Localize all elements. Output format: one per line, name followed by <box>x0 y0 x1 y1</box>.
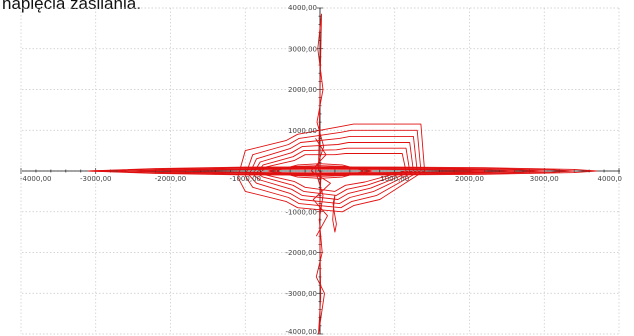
y-tick-label: 1000,00 <box>288 127 317 135</box>
y-tick-label: -4000,00 <box>286 328 317 336</box>
series-line-5 <box>170 168 485 174</box>
page-title: napięcia zasilania. <box>2 0 141 13</box>
series-line-7 <box>244 129 422 209</box>
y-tick-label: -3000,00 <box>286 290 317 298</box>
series-line-15 <box>332 195 337 233</box>
x-tick-label: -3000,00 <box>80 175 111 183</box>
series-line-6 <box>237 123 426 213</box>
series-line-13 <box>267 165 373 177</box>
series-line-16 <box>310 138 331 237</box>
y-tick-label: 3000,00 <box>288 45 317 53</box>
y-tick-label: -2000,00 <box>286 249 317 257</box>
x-tick-label: -4000,00 <box>20 175 51 183</box>
x-tick-label: 1000,00 <box>380 175 409 183</box>
x-tick-label: -1000,00 <box>230 175 261 183</box>
y-tick-label: 4000,00 <box>288 4 317 12</box>
series-line-2 <box>88 167 575 175</box>
series-group <box>88 13 598 335</box>
x-tick-label: 3000,00 <box>530 175 559 183</box>
series-line-14 <box>315 13 325 335</box>
y-tick-label: -1000,00 <box>286 208 317 216</box>
tick-labels: -4000,00 -3000,00 -2000,00 -1000,00 1000,00 2… <box>20 4 622 336</box>
series-line-9 <box>252 142 414 200</box>
series-line-12 <box>274 163 366 179</box>
x-tick-label: -2000,00 <box>155 175 186 183</box>
y-tick-label: 2000,00 <box>288 86 317 94</box>
series-line-8 <box>248 135 418 205</box>
series-line-10 <box>256 147 411 196</box>
series-line-3 <box>118 167 545 175</box>
x-tick-label: 4000,0 <box>598 175 623 183</box>
series-line-1 <box>88 166 598 176</box>
x-tick-label: 2000,00 <box>455 175 484 183</box>
series-line-11 <box>259 153 407 192</box>
